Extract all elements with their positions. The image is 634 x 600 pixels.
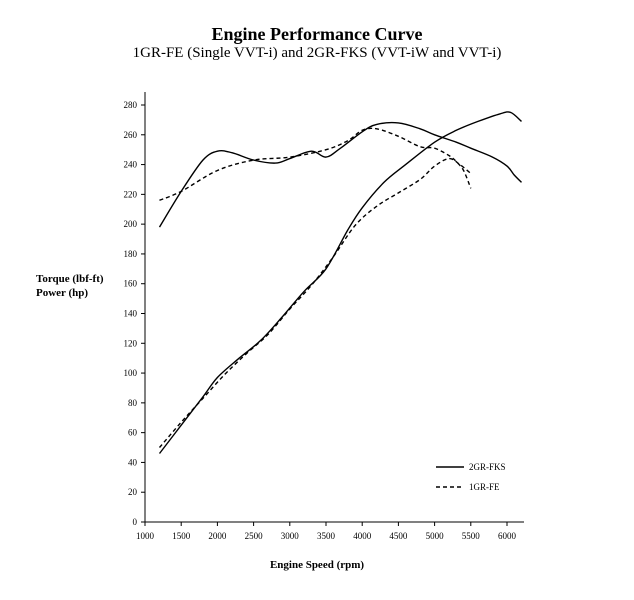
series-line-1gr-fe-power <box>158 157 472 448</box>
x-tick-label: 1000 <box>136 531 155 541</box>
y-tick-label: 200 <box>124 219 138 229</box>
y-tick-label: 140 <box>124 309 138 319</box>
axes: 1000 1500 2000 2500 3000 3500 4000 4500 5000 5500… <box>124 92 524 541</box>
x-axis-label: Engine Speed (rpm) <box>269 559 365 571</box>
y-axis-label-power: Power (hp) <box>36 287 89 299</box>
y-tick-label: 160 <box>124 279 138 289</box>
series-line-1gr-fe-torque <box>159 127 472 201</box>
y-tick-label: 240 <box>124 160 138 170</box>
series-line-2gr-fks-power <box>158 111 522 454</box>
chart-title: Engine Performance Curve <box>211 24 423 44</box>
y-tick-label: 60 <box>128 428 138 438</box>
y-tick-label: 180 <box>124 249 138 259</box>
y-tick-label: 80 <box>128 398 138 408</box>
chart-subtitle: 1GR-FE (Single VVT-i) and 2GR-FKS (VVT-i… <box>132 45 502 61</box>
x-tick-label: 1500 <box>172 531 191 541</box>
x-tick-label: 6000 <box>498 531 517 541</box>
y-axis-label-torque: Torque (lbf-ft) <box>36 273 104 285</box>
x-tick-label: 4500 <box>389 531 408 541</box>
x-tick-label: 2500 <box>245 531 264 541</box>
y-tick-label: 260 <box>124 130 138 140</box>
legend: 2GR-FKS 1GR-FE <box>436 462 506 492</box>
x-tick-label: 2000 <box>208 531 227 541</box>
legend-label-1gr-fe: 1GR-FE <box>469 482 500 492</box>
y-axis-label: Torque (lbf-ft) Power (hp) <box>36 272 104 300</box>
x-tick-label: 5000 <box>426 531 445 541</box>
x-tick-label: 3500 <box>317 531 336 541</box>
x-tick-label: 3000 <box>281 531 300 541</box>
x-tick-label: 5500 <box>462 531 481 541</box>
x-tick-label: 4000 <box>353 531 372 541</box>
y-tick-label: 100 <box>124 368 138 378</box>
y-tick-label: 120 <box>124 338 138 348</box>
legend-label-2gr-fks: 2GR-FKS <box>469 462 506 472</box>
y-tick-label: 220 <box>124 189 138 199</box>
y-tick-label: 280 <box>124 100 138 110</box>
y-tick-label: 40 <box>128 457 138 467</box>
y-tick-label: 20 <box>128 487 138 497</box>
series-lines <box>158 111 522 454</box>
series-line-2gr-fks-torque <box>158 121 522 228</box>
y-tick-label: 0 <box>133 517 138 527</box>
